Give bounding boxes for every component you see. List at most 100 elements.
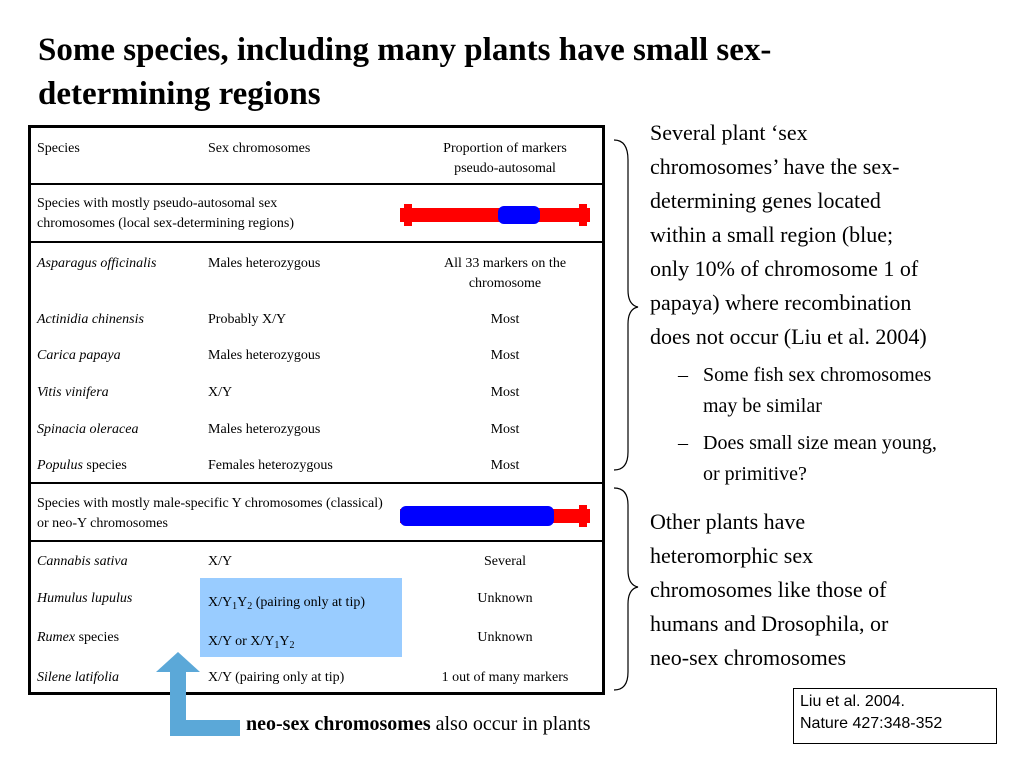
citation: Liu et al. 2004. Nature 427:348-352 [793, 688, 997, 744]
note-line: chromosomes like those of [650, 577, 887, 602]
chromosome-end [579, 204, 587, 226]
species-name: Vitis vinifera [37, 385, 109, 400]
proportion-cell: Unknown [477, 591, 533, 606]
bullet-marker: – [678, 364, 688, 386]
sex-chromosomes-cell: X/Y [208, 383, 232, 403]
sex-chromosomes-text: Males heterozygous [208, 422, 321, 437]
sex-chromosomes-text: (pairing only at tip) [252, 595, 366, 610]
species-name: species [75, 630, 120, 645]
note-line: heteromorphic sex [650, 543, 814, 568]
species-cell: Populus species [37, 456, 127, 476]
sex-chromosomes-text: 2 [289, 640, 295, 651]
row-divider [31, 183, 602, 185]
sex-chromosomes-text: Probably X/Y [208, 312, 287, 327]
note-line: within a small region (blue; [650, 222, 894, 247]
sex-chromosomes-text: 2 [247, 601, 253, 612]
sex-chromosomes-text: Y [279, 634, 290, 649]
note-line: determining genes located [650, 188, 881, 213]
note-line: chromosomes’ have the sex- [650, 154, 900, 179]
proportion-cell: 1 out of many markers [441, 670, 569, 685]
sex-chromosomes-text: X/Y [208, 554, 233, 569]
species-cell: Cannabis sativa [37, 552, 128, 572]
header-cell: Sex chromosomes [208, 141, 311, 156]
sex-chromosomes-text: Males heterozygous [208, 256, 321, 271]
sex-determining-region [498, 206, 540, 224]
species-name: Carica papaya [37, 348, 121, 363]
pseudo-autosomal-region [400, 208, 590, 222]
proportion-cell: All 33 markers on the chromosome [443, 256, 567, 291]
species-cell: Rumex species [37, 628, 119, 648]
note-line: neo-sex chromosomes [650, 645, 847, 670]
proportion-cell: Unknown [477, 630, 533, 645]
sex-chromosomes-text: Females heterozygous [208, 458, 333, 473]
sex-chromosomes-text: X/Y [208, 385, 233, 400]
bullet-line: Does small size mean young, [703, 432, 937, 454]
note-line: Several plant ‘sex [650, 120, 808, 145]
arrow [156, 652, 240, 736]
highlight [200, 578, 402, 657]
species-cell: Spinacia oleracea [37, 420, 138, 440]
species-name: Humulus lupulus [37, 591, 133, 606]
proportion-cell: Most [490, 312, 520, 327]
chromosome-end [579, 505, 587, 527]
chromosome-end [404, 204, 412, 226]
species-name: Silene latifolia [37, 670, 120, 685]
brace [613, 139, 639, 471]
proportion-cell: Most [490, 422, 520, 437]
sex-chromosomes-cell: Females heterozygous [208, 456, 333, 476]
sex-chromosomes-cell: X/Y (pairing only at tip) [208, 668, 344, 688]
sex-chromosomes-text: Males heterozygous [208, 348, 321, 363]
sex-chromosomes-cell: Males heterozygous [208, 254, 320, 274]
species-cell: Silene latifolia [37, 668, 119, 688]
species-cell: Humulus lupulus [37, 589, 132, 609]
section-label: Species with mostly male-specific Y chro… [37, 496, 383, 531]
note-line: papaya) where recombination [650, 290, 912, 315]
sex-chromosomes-cell: Probably X/Y [208, 310, 286, 330]
slide-title: Some species, including many plants have… [38, 32, 772, 112]
note-line: Other plants have [650, 509, 806, 534]
species-name: Actinidia chinensis [37, 312, 144, 327]
sex-chromosomes-text: Y [237, 595, 248, 610]
bullet-line: or primitive? [703, 463, 807, 485]
proportion-cell: Most [490, 385, 520, 400]
bullet-line: may be similar [703, 395, 822, 417]
male-specific-region [400, 506, 554, 526]
section-label: Species with mostly pseudo-autosomal sex… [37, 196, 294, 231]
sex-chromosomes-cell: Males heterozygous [208, 420, 320, 440]
species-cell: Asparagus officinalis [37, 254, 156, 274]
row-divider [31, 540, 602, 542]
caption-bold: neo-sex chromosomes [246, 713, 431, 735]
species-name: Asparagus officinalis [37, 256, 157, 271]
note-line: only 10% of chromosome 1 of [650, 256, 919, 281]
sex-chromosomes-cell: X/Y1Y2 (pairing only at tip) [208, 593, 365, 617]
citation-line: Liu et al. 2004. [800, 693, 905, 710]
species-cell: Carica papaya [37, 346, 121, 366]
sex-chromosomes-text: 1 [274, 640, 280, 651]
citation-line: Nature 427:348-352 [800, 715, 943, 732]
species-cell: Actinidia chinensis [37, 310, 144, 330]
species-name: Rumex [37, 630, 76, 645]
note-line: does not occur (Liu et al. 2004) [650, 324, 927, 349]
proportion-cell: Several [484, 554, 526, 569]
species-name: Cannabis sativa [37, 554, 128, 569]
sex-chromosomes-text: X/Y or X/Y [208, 634, 275, 649]
row-divider [31, 482, 602, 484]
row-divider [31, 241, 602, 243]
caption: neo-sex chromosomes also occur in plants [246, 713, 591, 736]
bullet-marker: – [678, 432, 688, 454]
proportion-cell: Most [490, 458, 520, 473]
sex-chromosomes-cell: Males heterozygous [208, 346, 320, 366]
sex-chromosomes-text: X/Y [208, 595, 233, 610]
species-cell: Vitis vinifera [37, 383, 109, 403]
species-name: Populus [37, 458, 83, 473]
sex-chromosomes-cell: X/Y [208, 552, 232, 572]
brace [613, 487, 639, 691]
caption-text: also occur in plants [430, 713, 591, 735]
species-name: Spinacia oleracea [37, 422, 139, 437]
sex-chromosomes-text: X/Y (pairing only at tip) [208, 670, 345, 685]
header-cell: Species [37, 141, 80, 156]
chromosome-diagrams [400, 204, 590, 527]
species-name: species [82, 458, 127, 473]
